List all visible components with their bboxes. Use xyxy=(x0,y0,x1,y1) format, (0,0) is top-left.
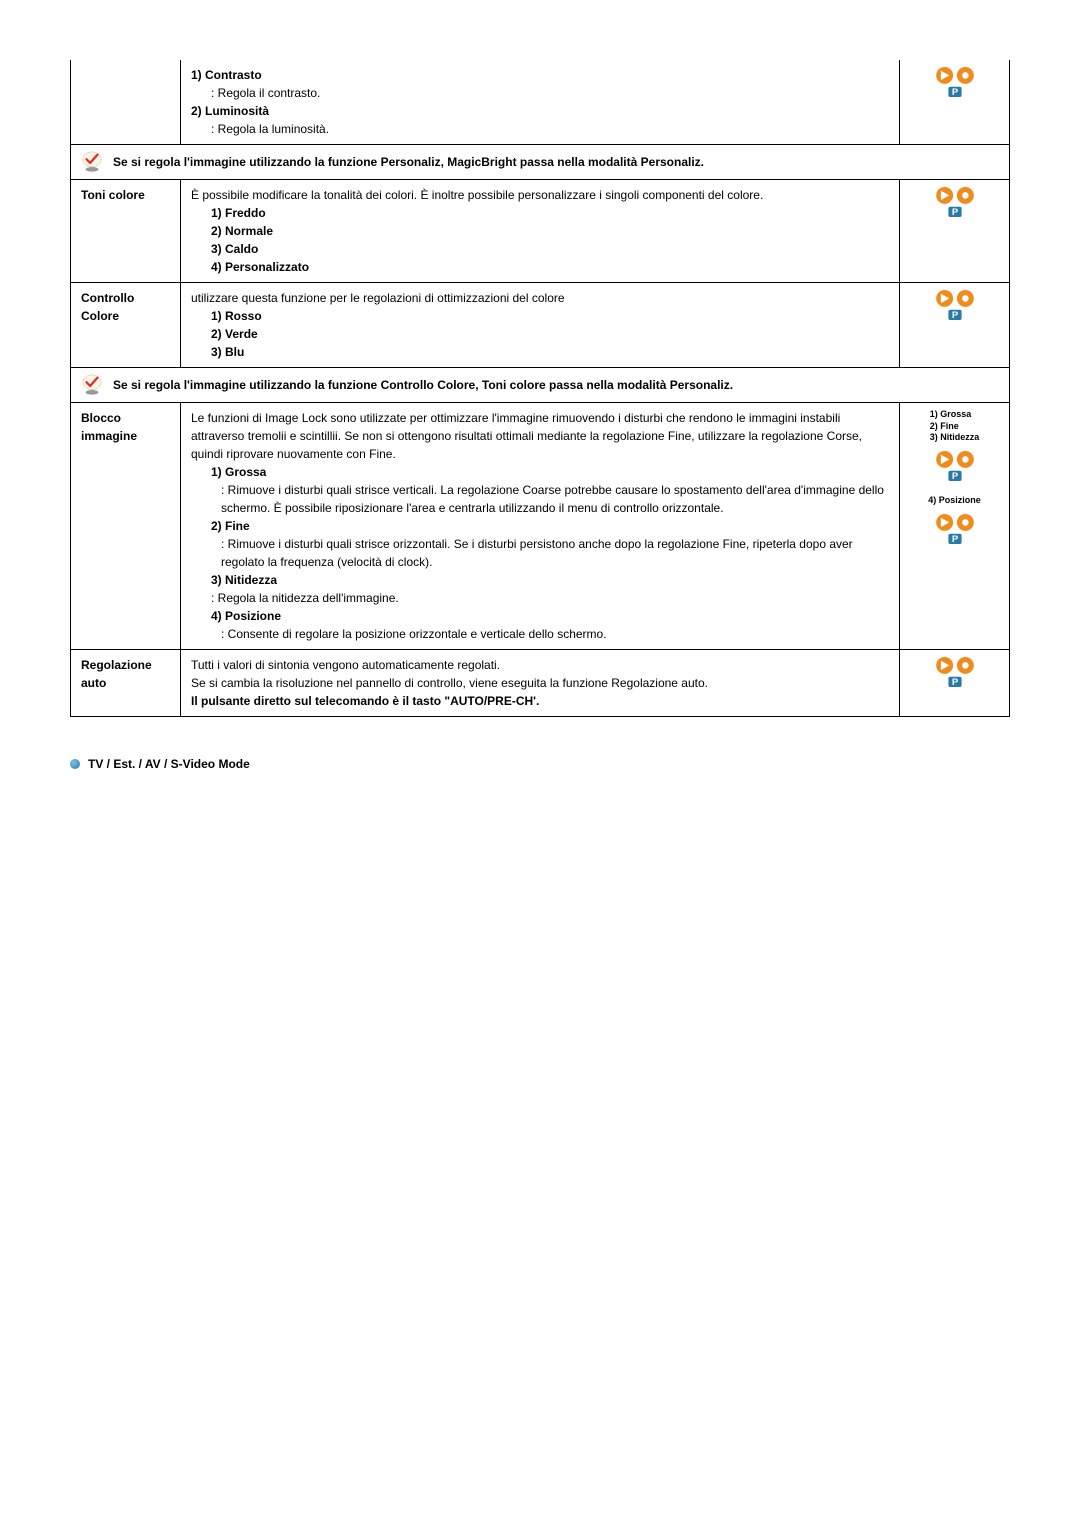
bullet-icon xyxy=(70,759,80,769)
nav-select-p-icon xyxy=(931,513,979,545)
check-note-icon xyxy=(81,374,103,396)
note1-text: Se si regola l'immagine utilizzando la f… xyxy=(113,153,704,171)
nav-select-p-icon xyxy=(931,66,979,98)
controls-cell xyxy=(900,283,1010,368)
controllo-colore-desc: utilizzare questa funzione per le regola… xyxy=(181,283,900,368)
contrasto-title: 1) Contrasto xyxy=(191,66,889,84)
toni-colore-desc: È possibile modificare la tonalità dei c… xyxy=(181,180,900,283)
row-toni-colore: Toni colore È possibile modificare la to… xyxy=(71,180,1010,283)
row-regolazione-auto: Regolazione auto Tutti i valori di sinto… xyxy=(71,650,1010,717)
note-row-2: Se si regola l'immagine utilizzando la f… xyxy=(71,368,1010,403)
nav-select-p-icon xyxy=(931,289,979,321)
regolazione-desc: Tutti i valori di sintonia vengono autom… xyxy=(181,650,900,717)
controls-cell xyxy=(900,60,1010,145)
toni-colore-name: Toni colore xyxy=(71,180,181,283)
settings-table: 1) Contrasto : Regola il contrasto. 2) L… xyxy=(70,60,1010,717)
note2-text: Se si regola l'immagine utilizzando la f… xyxy=(113,376,733,394)
contrasto-text: : Regola il contrasto. xyxy=(191,84,889,102)
check-note-icon xyxy=(81,151,103,173)
blocco-desc: Le funzioni di Image Lock sono utilizzat… xyxy=(181,403,900,650)
luminosita-text: : Regola la luminosità. xyxy=(191,120,889,138)
row-blocco-immagine: Blocco immagine Le funzioni di Image Loc… xyxy=(71,403,1010,650)
row-controllo-colore: Controllo Colore utilizzare questa funzi… xyxy=(71,283,1010,368)
note-row-1: Se si regola l'immagine utilizzando la f… xyxy=(71,145,1010,180)
contrasto-desc: 1) Contrasto : Regola il contrasto. 2) L… xyxy=(181,60,900,145)
controls-cell xyxy=(900,180,1010,283)
blocco-icons: 1) Grossa 2) Fine 3) Nitidezza 4) Posizi… xyxy=(900,403,1010,650)
section-title-text: TV / Est. / AV / S-Video Mode xyxy=(88,757,250,771)
controllo-colore-name: Controllo Colore xyxy=(71,283,181,368)
section-title: TV / Est. / AV / S-Video Mode xyxy=(70,757,1010,771)
row-contrasto: 1) Contrasto : Regola il contrasto. 2) L… xyxy=(71,60,1010,145)
regolazione-name: Regolazione auto xyxy=(71,650,181,717)
controls-cell xyxy=(900,650,1010,717)
nav-select-p-icon xyxy=(931,186,979,218)
blocco-name: Blocco immagine xyxy=(71,403,181,650)
nav-select-p-icon xyxy=(931,450,979,482)
luminosita-title: 2) Luminosità xyxy=(191,102,889,120)
nav-select-p-icon xyxy=(931,656,979,688)
